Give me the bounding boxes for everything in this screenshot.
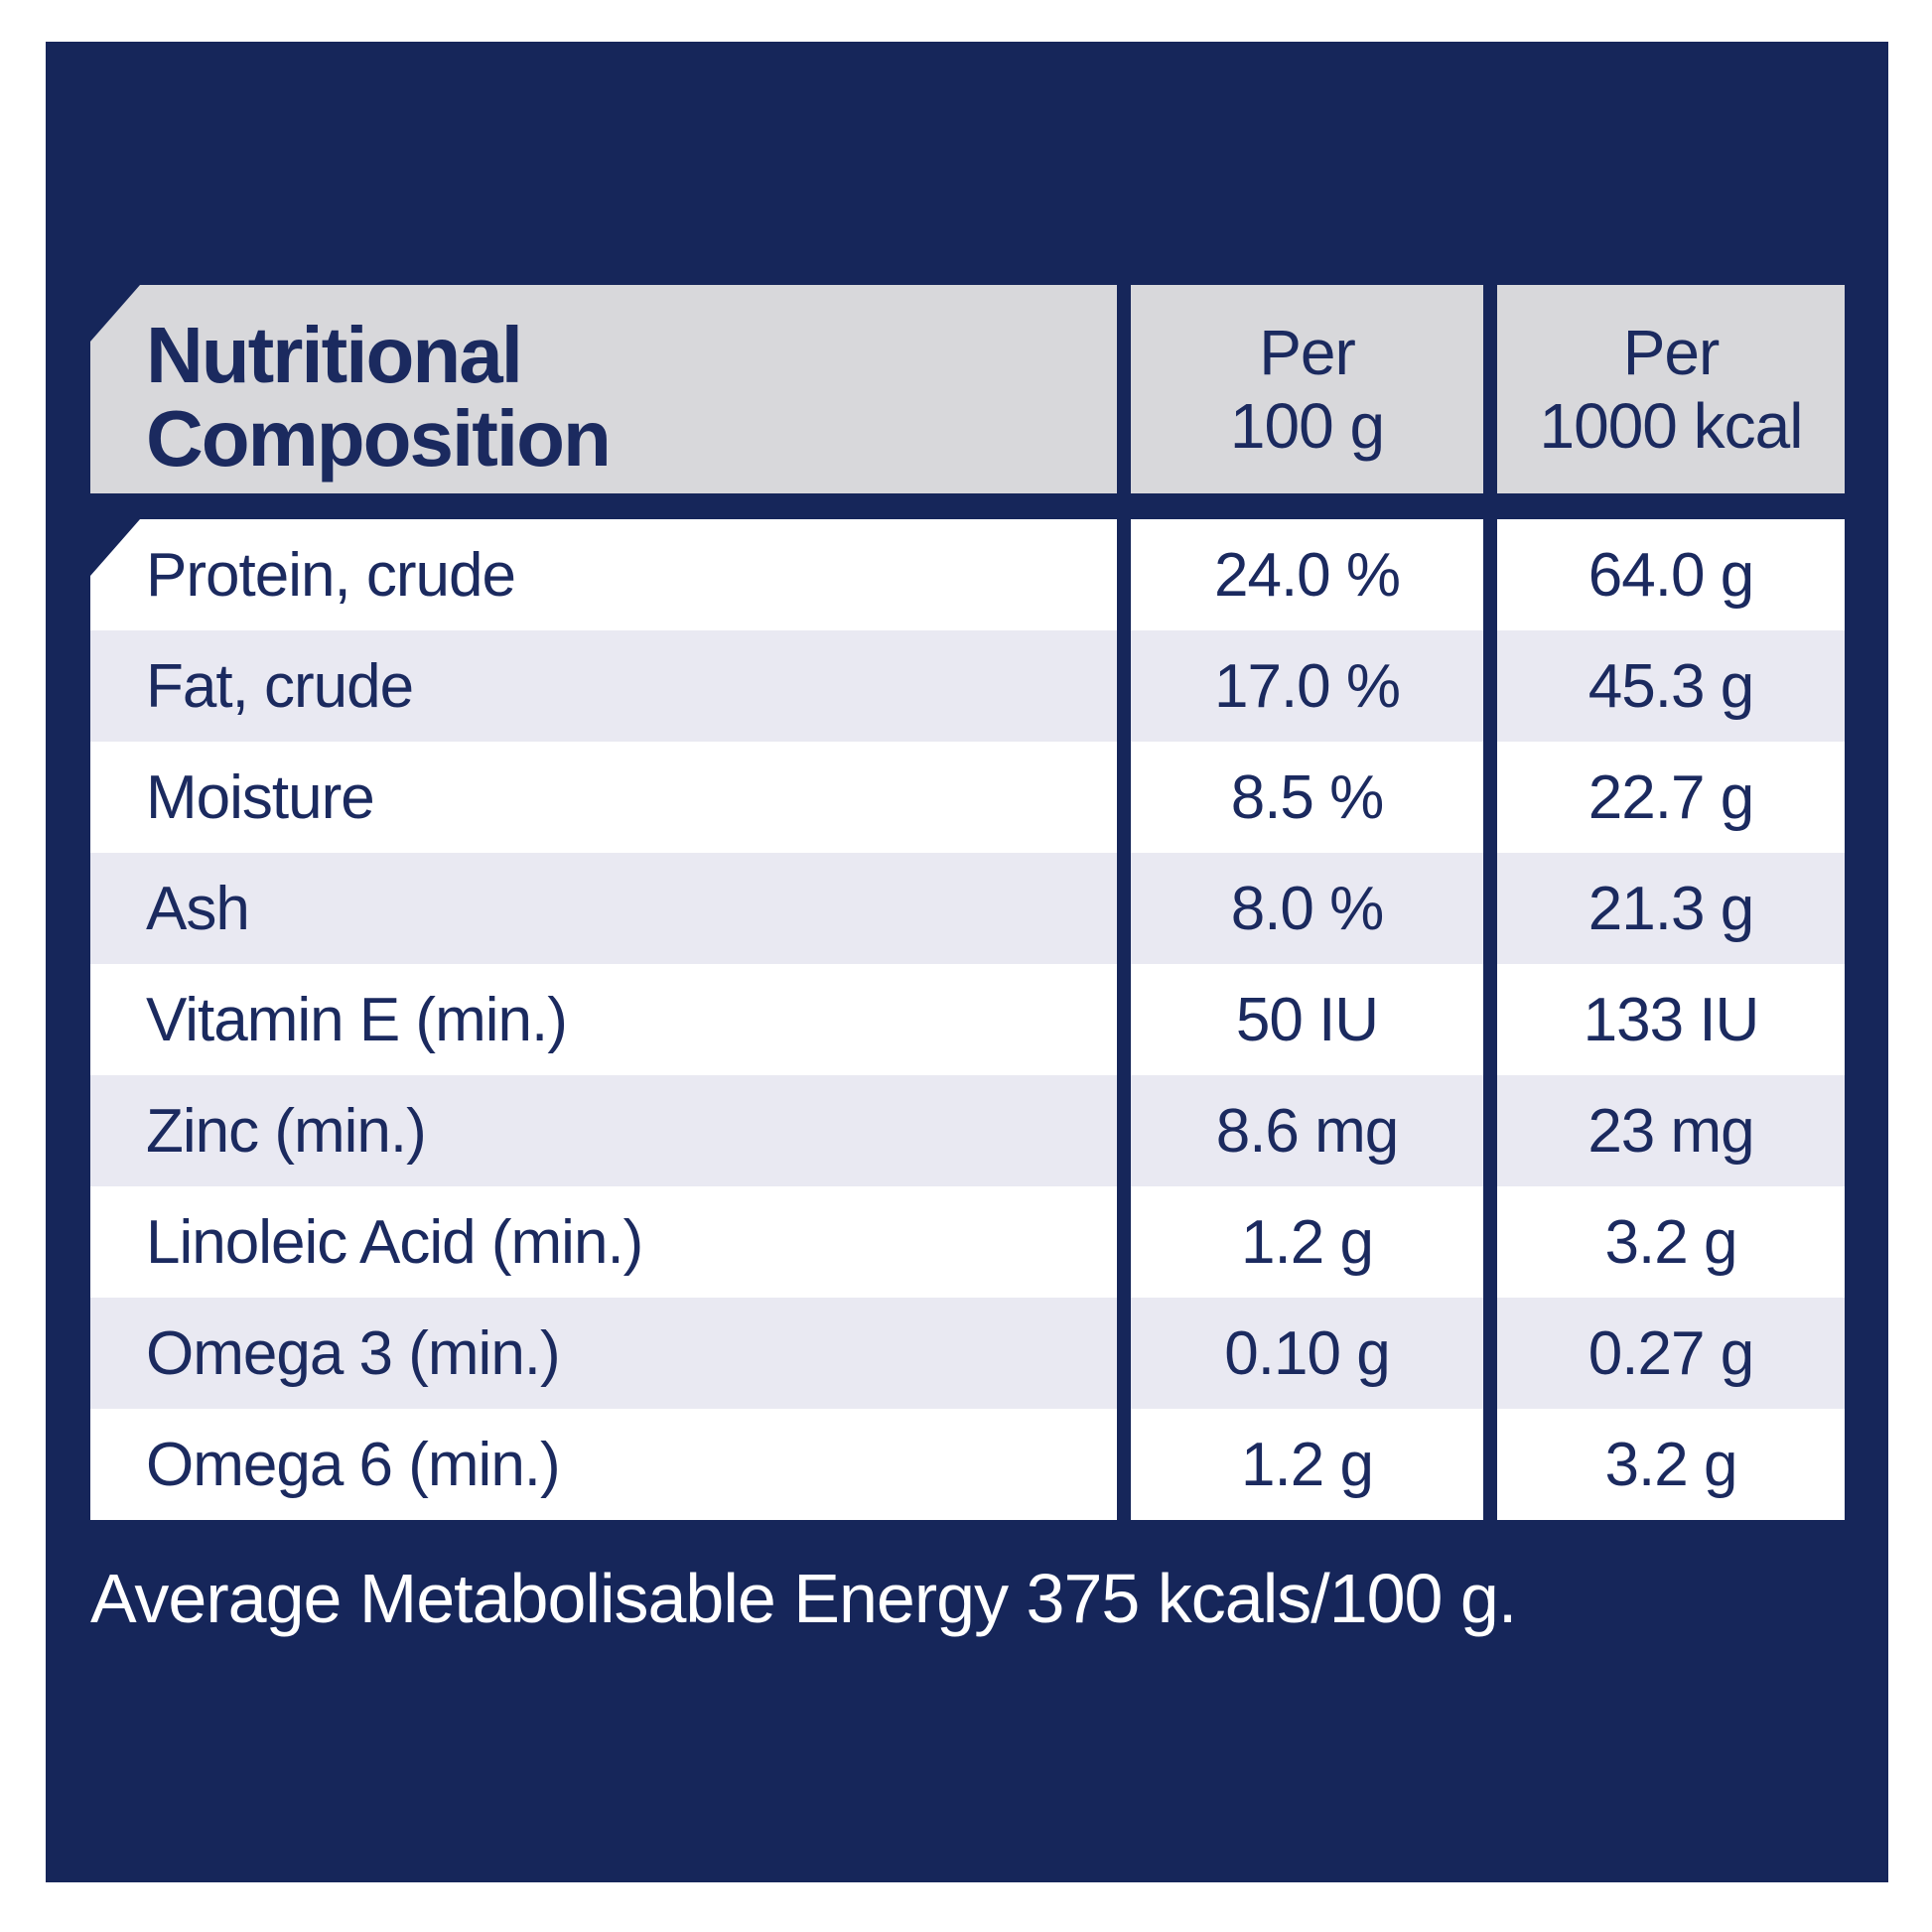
row-per-100g-cell: 24.0 % — [1131, 519, 1483, 630]
header-per-100g-cell: Per 100 g — [1131, 285, 1483, 493]
row-per-1000kcal-value: 23 mg — [1587, 1096, 1754, 1166]
row-per-1000kcal-cell: 133 IU — [1497, 964, 1845, 1075]
table-header: Nutritional Composition Per 100 g Per 10… — [90, 285, 1845, 493]
header-per-1000kcal-cell: Per 1000 kcal — [1497, 285, 1845, 493]
row-per-100g-value: 8.6 mg — [1215, 1096, 1400, 1166]
row-per-1000kcal-cell: 23 mg — [1497, 1075, 1845, 1186]
row-per-1000kcal-cell: 22.7 g — [1497, 742, 1845, 853]
table-row: Omega 6 (min.) 1.2 g 3.2 g — [90, 1409, 1845, 1520]
table-row: Zinc (min.) 8.6 mg 23 mg — [90, 1075, 1845, 1186]
table-row: Omega 3 (min.) 0.10 g 0.27 g — [90, 1298, 1845, 1409]
table-body: Protein, crude 24.0 % 64.0 g Fat, crude … — [90, 519, 1845, 1520]
row-label: Zinc (min.) — [146, 1096, 427, 1166]
table-row: Fat, crude 17.0 % 45.3 g — [90, 630, 1845, 742]
row-label-cell: Ash — [90, 853, 1117, 964]
row-label: Protein, crude — [146, 540, 516, 610]
row-per-1000kcal-cell: 45.3 g — [1497, 630, 1845, 742]
nutrition-label-panel: Nutritional Composition Per 100 g Per 10… — [46, 42, 1888, 1882]
row-label: Linoleic Acid (min.) — [146, 1207, 643, 1277]
row-label-cell: Zinc (min.) — [90, 1075, 1117, 1186]
row-per-100g-cell: 8.6 mg — [1131, 1075, 1483, 1186]
row-per-1000kcal-value: 22.7 g — [1587, 762, 1754, 832]
row-label-cell: Omega 3 (min.) — [90, 1298, 1117, 1409]
row-label-cell: Moisture — [90, 742, 1117, 853]
column-separator — [1117, 1409, 1131, 1520]
row-per-1000kcal-cell: 3.2 g — [1497, 1186, 1845, 1298]
column-separator — [1117, 853, 1131, 964]
row-per-100g-value: 17.0 % — [1213, 651, 1401, 721]
row-per-100g-cell: 8.5 % — [1131, 742, 1483, 853]
table-row: Linoleic Acid (min.) 1.2 g 3.2 g — [90, 1186, 1845, 1298]
table-row: Vitamin E (min.) 50 IU 133 IU — [90, 964, 1845, 1075]
column-separator — [1117, 630, 1131, 742]
nutrition-table: Nutritional Composition Per 100 g Per 10… — [90, 285, 1845, 1520]
column-separator — [1483, 630, 1497, 742]
row-per-1000kcal-cell: 21.3 g — [1497, 853, 1845, 964]
row-per-1000kcal-value: 3.2 g — [1604, 1430, 1738, 1499]
row-label: Vitamin E (min.) — [146, 985, 568, 1054]
column-separator — [1483, 1186, 1497, 1298]
metabolisable-energy-note: Average Metabolisable Energy 375 kcals/1… — [90, 1560, 1517, 1637]
row-per-1000kcal-value: 0.27 g — [1587, 1318, 1754, 1388]
row-label-cell: Omega 6 (min.) — [90, 1409, 1117, 1520]
header-per-100g-line1: Per — [1259, 317, 1356, 388]
row-per-100g-cell: 0.10 g — [1131, 1298, 1483, 1409]
column-separator — [1117, 285, 1131, 493]
row-label-cell: Fat, crude — [90, 630, 1117, 742]
column-separator — [1117, 742, 1131, 853]
column-separator — [1483, 964, 1497, 1075]
row-per-100g-value: 24.0 % — [1213, 540, 1401, 610]
table-title-line2: Composition — [146, 394, 612, 483]
header-title-cell: Nutritional Composition — [90, 285, 1117, 493]
table-row: Ash 8.0 % 21.3 g — [90, 853, 1845, 964]
column-separator — [1483, 742, 1497, 853]
column-separator — [1117, 519, 1131, 630]
row-label: Ash — [146, 874, 250, 943]
row-per-1000kcal-value: 3.2 g — [1604, 1207, 1738, 1277]
column-separator — [1117, 1186, 1131, 1298]
row-per-100g-cell: 17.0 % — [1131, 630, 1483, 742]
table-title: Nutritional Composition — [146, 298, 612, 483]
row-per-1000kcal-value: 21.3 g — [1587, 874, 1754, 943]
row-label-cell: Vitamin E (min.) — [90, 964, 1117, 1075]
column-separator — [1117, 1298, 1131, 1409]
column-separator — [1483, 519, 1497, 630]
row-per-100g-value: 8.5 % — [1230, 762, 1385, 832]
column-separator — [1483, 1298, 1497, 1409]
column-separator — [1483, 1409, 1497, 1520]
row-per-100g-value: 0.10 g — [1224, 1318, 1390, 1388]
header-per-100g-line2: 100 g — [1229, 390, 1385, 462]
column-separator — [1117, 1075, 1131, 1186]
table-row: Protein, crude 24.0 % 64.0 g — [90, 519, 1845, 630]
row-per-1000kcal-cell: 0.27 g — [1497, 1298, 1845, 1409]
row-per-100g-value: 1.2 g — [1241, 1430, 1374, 1499]
column-separator — [1117, 964, 1131, 1075]
row-per-100g-value: 50 IU — [1235, 985, 1379, 1054]
header-per-1000kcal-line2: 1000 kcal — [1539, 390, 1804, 462]
row-per-100g-value: 8.0 % — [1230, 874, 1385, 943]
row-per-100g-value: 1.2 g — [1241, 1207, 1374, 1277]
row-per-1000kcal-value: 45.3 g — [1587, 651, 1754, 721]
row-per-1000kcal-cell: 3.2 g — [1497, 1409, 1845, 1520]
row-label: Moisture — [146, 762, 375, 832]
row-label-cell: Linoleic Acid (min.) — [90, 1186, 1117, 1298]
row-label: Fat, crude — [146, 651, 414, 721]
row-label: Omega 3 (min.) — [146, 1318, 561, 1388]
row-per-1000kcal-value: 64.0 g — [1587, 540, 1754, 610]
row-label-cell: Protein, crude — [90, 519, 1117, 630]
header-per-1000kcal-line1: Per — [1622, 317, 1721, 388]
row-per-100g-cell: 1.2 g — [1131, 1409, 1483, 1520]
row-label: Omega 6 (min.) — [146, 1430, 561, 1499]
table-row: Moisture 8.5 % 22.7 g — [90, 742, 1845, 853]
column-separator — [1483, 853, 1497, 964]
row-per-100g-cell: 50 IU — [1131, 964, 1483, 1075]
row-per-1000kcal-cell: 64.0 g — [1497, 519, 1845, 630]
row-per-100g-cell: 8.0 % — [1131, 853, 1483, 964]
table-title-line1: Nutritional — [146, 311, 523, 399]
row-per-1000kcal-value: 133 IU — [1583, 985, 1760, 1054]
row-per-100g-cell: 1.2 g — [1131, 1186, 1483, 1298]
column-separator — [1483, 285, 1497, 493]
column-separator — [1483, 1075, 1497, 1186]
